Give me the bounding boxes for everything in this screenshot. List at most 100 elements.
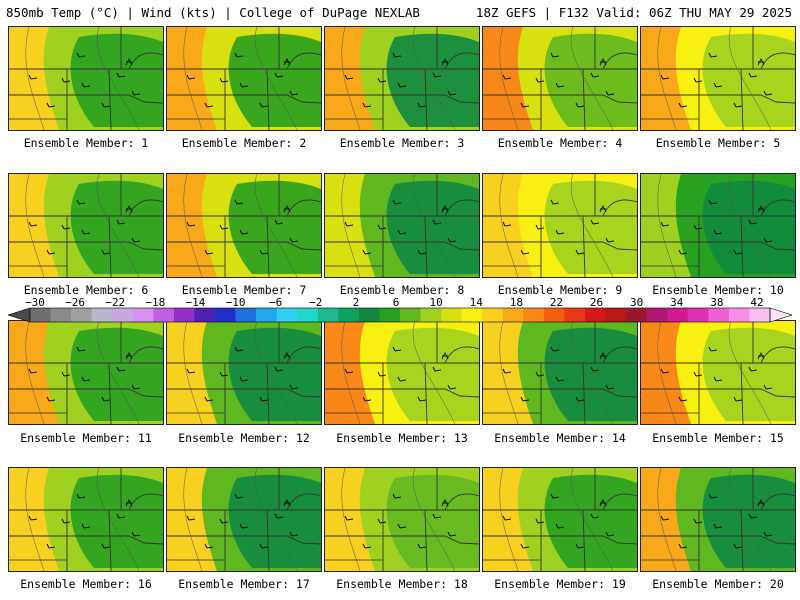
colorbar-segment (420, 308, 442, 322)
panel-label-member-7: Ensemble Member: 7 (181, 283, 307, 297)
colorbar-segment (132, 308, 154, 322)
colorbar-tick-label: 38 (710, 296, 724, 309)
panel-label-member-5: Ensemble Member: 5 (655, 136, 781, 150)
map-panel-member-3 (324, 26, 480, 131)
colorbar-tick-label: 18 (509, 296, 523, 309)
map-panel-member-11 (8, 320, 164, 425)
panel-label-member-3: Ensemble Member: 3 (339, 136, 465, 150)
colorbar-tick-label: −22 (105, 296, 126, 309)
map-panel-member-7 (166, 173, 322, 278)
colorbar-segment (297, 308, 319, 322)
colorbar-segment (461, 308, 483, 322)
colorbar-tick-label: 26 (589, 296, 604, 309)
map-panel-member-20 (640, 467, 796, 572)
map-panel-member-19 (482, 467, 638, 572)
map-panel-member-5 (640, 26, 796, 131)
panel-label-member-11: Ensemble Member: 11 (20, 431, 152, 445)
colorbar-segment (71, 308, 92, 322)
map-panel-member-6 (8, 173, 164, 278)
colorbar-segment (482, 308, 504, 322)
colorbar-tick-label: 22 (549, 296, 564, 309)
panel-label-member-10: Ensemble Member: 10 (652, 283, 784, 297)
panel-label-member-2: Ensemble Member: 2 (181, 136, 307, 150)
colorbar-segment (50, 308, 72, 322)
panel-label-member-6: Ensemble Member: 6 (23, 283, 149, 297)
colorbar-tick-label: −2 (309, 296, 323, 309)
panel-label-member-20: Ensemble Member: 20 (652, 577, 784, 591)
colorbar-segment (235, 308, 257, 322)
colorbar-segment (646, 308, 668, 322)
colorbar-segment (749, 308, 771, 322)
panel-label-member-17: Ensemble Member: 17 (178, 577, 310, 591)
colorbar-tick-label: −30 (25, 296, 45, 309)
map-panel-member-2 (166, 26, 322, 131)
temperature-field-map (325, 321, 479, 424)
colorbar-tick-label: 30 (630, 296, 644, 309)
temperature-colorbar (8, 307, 792, 323)
temperature-field-map (9, 321, 163, 424)
map-panel-member-4 (482, 26, 638, 131)
colorbar-segment (338, 308, 360, 322)
header-title: 850mb Temp (°C) | Wind (kts) | College o… (6, 5, 420, 20)
colorbar-tick-label: 14 (469, 296, 483, 309)
temperature-field-map (483, 174, 637, 277)
colorbar-tick-label: −10 (225, 296, 246, 309)
temperature-field-map (641, 321, 795, 424)
temperature-field-map (483, 468, 637, 571)
temperature-field-map (641, 468, 795, 571)
temperature-field-map (167, 174, 321, 277)
map-panel-member-14 (482, 320, 638, 425)
colorbar-segment (91, 308, 113, 322)
map-panel-member-15 (640, 320, 796, 425)
panel-label-member-13: Ensemble Member: 13 (336, 431, 468, 445)
colorbar-segment (400, 308, 421, 322)
map-panel-member-17 (166, 467, 322, 572)
colorbar-segment (194, 308, 216, 322)
temperature-field-map (9, 468, 163, 571)
colorbar-segment (728, 308, 750, 322)
colorbar-segment (256, 308, 277, 322)
temperature-field-map (325, 174, 479, 277)
map-panel-member-10 (640, 173, 796, 278)
temperature-field-map (325, 27, 479, 130)
colorbar-tick-label: −14 (185, 296, 206, 309)
temperature-field-map (483, 27, 637, 130)
map-panel-member-1 (8, 26, 164, 131)
map-panel-member-16 (8, 467, 164, 572)
colorbar-tick-label: −26 (65, 296, 86, 309)
colorbar-tick-label: 2 (352, 296, 360, 309)
temperature-field-map (483, 321, 637, 424)
colorbar-tick-label: 42 (750, 296, 764, 309)
colorbar-segment (667, 308, 689, 322)
panel-label-member-9: Ensemble Member: 9 (497, 283, 623, 297)
panel-label-member-18: Ensemble Member: 18 (336, 577, 468, 591)
temperature-field-map (325, 468, 479, 571)
panel-label-member-1: Ensemble Member: 1 (23, 136, 149, 150)
colorbar-tick-label: −6 (269, 296, 283, 309)
colorbar-segment (358, 308, 380, 322)
map-panel-member-12 (166, 320, 322, 425)
temperature-field-map (641, 174, 795, 277)
colorbar-segment (379, 308, 401, 322)
map-panel-member-13 (324, 320, 480, 425)
panel-label-member-16: Ensemble Member: 16 (20, 577, 152, 591)
temperature-field-map (9, 27, 163, 130)
panel-label-member-15: Ensemble Member: 15 (652, 431, 784, 445)
colorbar-segment (543, 308, 565, 322)
colorbar-segment (502, 308, 524, 322)
panel-label-member-12: Ensemble Member: 12 (178, 431, 310, 445)
map-panel-member-9 (482, 173, 638, 278)
colorbar-segment (708, 308, 730, 322)
colorbar-segment (317, 308, 339, 322)
colorbar-segment (215, 308, 236, 322)
panel-label-member-8: Ensemble Member: 8 (339, 283, 465, 297)
colorbar-segment (173, 308, 195, 322)
temperature-field-map (167, 321, 321, 424)
temperature-field-map (641, 27, 795, 130)
colorbar-segment (441, 308, 462, 322)
colorbar-segment (523, 308, 545, 322)
map-panel-member-8 (324, 173, 480, 278)
temperature-field-map (167, 27, 321, 130)
colorbar-segment (626, 308, 647, 322)
panel-label-member-4: Ensemble Member: 4 (497, 136, 623, 150)
